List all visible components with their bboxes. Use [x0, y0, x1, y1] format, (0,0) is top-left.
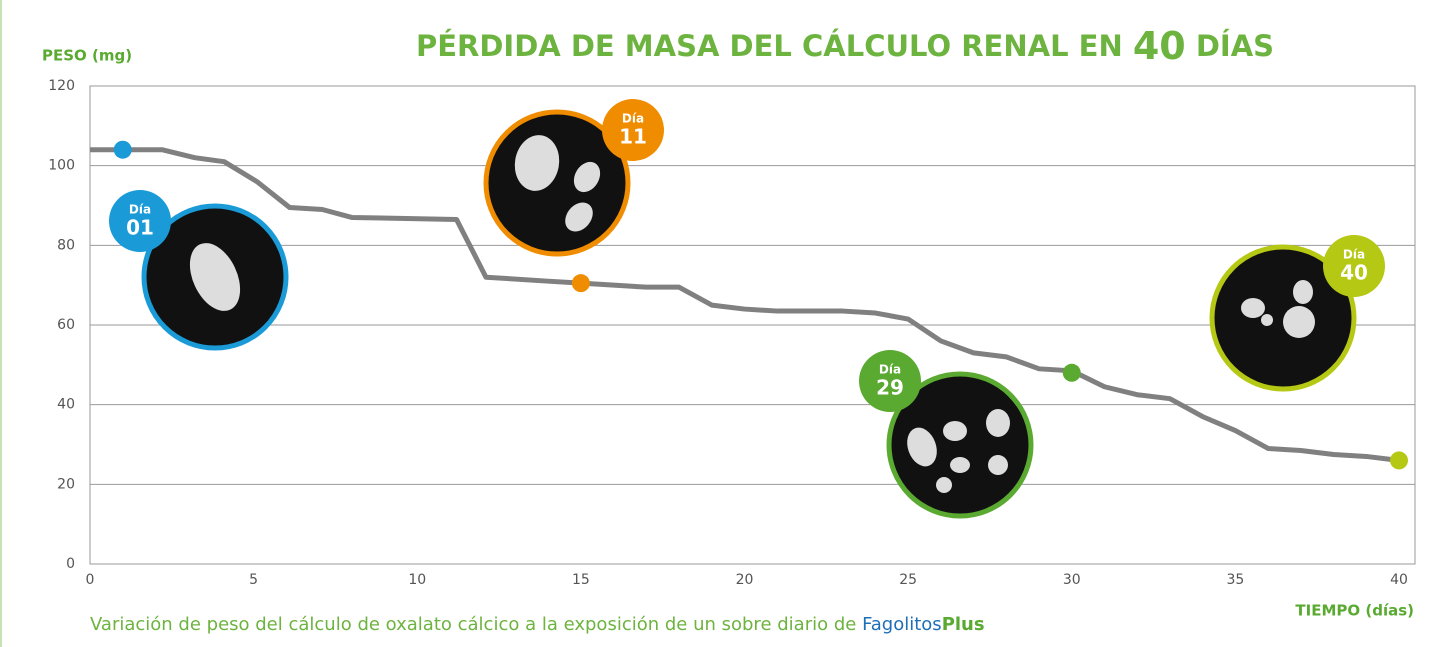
day-badge-number: 40 — [1340, 261, 1368, 285]
day-badge-label: Día — [1343, 248, 1365, 262]
stone-fragment — [1241, 298, 1265, 318]
x-tick-label: 20 — [736, 572, 754, 588]
day-marker — [114, 141, 132, 159]
caption: Variación de peso del cálculo de oxalato… — [90, 614, 985, 635]
x-tick-label: 25 — [899, 572, 917, 588]
stone-fragment — [943, 421, 967, 441]
title-part: DÍAS — [1196, 29, 1274, 63]
y-tick-label: 100 — [48, 158, 75, 174]
y-axis-label: PESO (mg) — [42, 47, 132, 65]
chart: PESO (mg) PÉRDIDA DE MASA DEL CÁLCULO RE… — [0, 0, 1436, 647]
day-marker — [1390, 451, 1408, 469]
stone-fragment — [1283, 306, 1315, 338]
brand-name: Fagolitos — [862, 614, 942, 635]
y-tick-label: 0 — [66, 556, 75, 572]
x-tick-label: 40 — [1390, 572, 1408, 588]
stone-fragment — [950, 457, 970, 473]
page: PESO (mg) PÉRDIDA DE MASA DEL CÁLCULO RE… — [0, 0, 1436, 647]
day-badge-label: Día — [879, 363, 901, 377]
y-tick-label: 120 — [48, 78, 75, 94]
x-tick-label: 0 — [86, 572, 95, 588]
x-axis-label: TIEMPO (días) — [1295, 602, 1414, 620]
x-tick-label: 5 — [249, 572, 258, 588]
stone-fragment — [1261, 314, 1273, 326]
y-tick-label: 60 — [57, 317, 75, 333]
x-tick-label: 30 — [1063, 572, 1081, 588]
x-tick-label: 10 — [408, 572, 426, 588]
stone-fragment — [1293, 280, 1313, 304]
title-part: PÉRDIDA DE MASA DEL CÁLCULO RENAL EN — [416, 29, 1123, 63]
day-marker — [572, 274, 590, 292]
x-tick-label: 35 — [1226, 572, 1244, 588]
day-badge-number: 11 — [619, 125, 647, 149]
day-badge-label: Día — [129, 203, 151, 217]
brand-suffix: Plus — [942, 614, 985, 635]
x-tick-label: 15 — [572, 572, 590, 588]
caption-text: Variación de peso del cálculo de oxalato… — [90, 614, 856, 635]
day-marker — [1063, 364, 1081, 382]
day-badge-label: Día — [622, 112, 644, 126]
day-badge-number: 29 — [876, 376, 904, 400]
stone-fragment — [936, 477, 952, 493]
y-tick-label: 40 — [57, 397, 75, 413]
y-tick-label: 20 — [57, 476, 75, 492]
title-number: 40 — [1133, 24, 1186, 68]
chart-title: PÉRDIDA DE MASA DEL CÁLCULO RENAL EN 40 … — [416, 24, 1274, 68]
day-badge-number: 01 — [126, 216, 154, 240]
y-tick-label: 80 — [57, 237, 75, 253]
stone-fragment — [986, 409, 1010, 437]
